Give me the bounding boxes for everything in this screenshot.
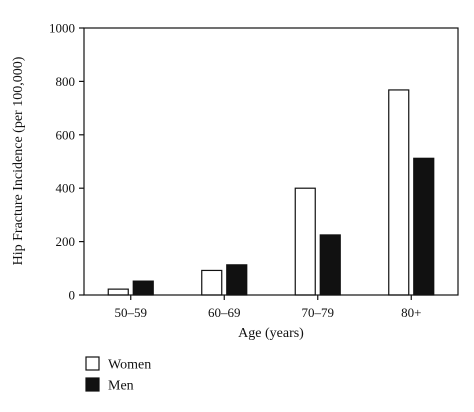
y-axis-label: Hip Fracture Incidence (per 100,000) xyxy=(11,56,26,265)
legend-label-women: Women xyxy=(108,358,151,373)
x-tick-label: 50–59 xyxy=(115,305,148,320)
plot-frame xyxy=(83,27,459,296)
bar-men-0 xyxy=(132,280,154,296)
bars xyxy=(107,89,435,296)
y-tick-label: 0 xyxy=(69,288,76,303)
bar-women-2 xyxy=(294,187,316,296)
bar-men-2 xyxy=(319,234,341,296)
bar-men-3 xyxy=(413,157,435,296)
y-tick-label: 800 xyxy=(56,74,76,89)
legend-label-men: Men xyxy=(108,379,134,394)
bar-women-0 xyxy=(107,288,129,296)
x-tick-label: 80+ xyxy=(401,305,421,320)
legend-swatch-men xyxy=(85,377,100,392)
bar-men-1 xyxy=(226,264,248,296)
y-tick-label: 600 xyxy=(56,127,76,142)
bar-women-1 xyxy=(201,269,223,296)
y-axis: 0 200 400 600 800 1000 xyxy=(49,21,84,303)
bar-women-3 xyxy=(388,89,410,296)
y-tick-label: 400 xyxy=(56,181,76,196)
x-axis: 50–59 60–69 70–79 80+ xyxy=(115,295,421,320)
y-tick-label: 1000 xyxy=(49,21,75,36)
y-tick-label: 200 xyxy=(56,234,76,249)
legend: Women Men xyxy=(85,356,151,394)
x-tick-label: 70–79 xyxy=(302,305,335,320)
x-axis-label: Age (years) xyxy=(238,326,304,341)
legend-swatch-women xyxy=(85,356,100,371)
x-tick-label: 60–69 xyxy=(208,305,241,320)
